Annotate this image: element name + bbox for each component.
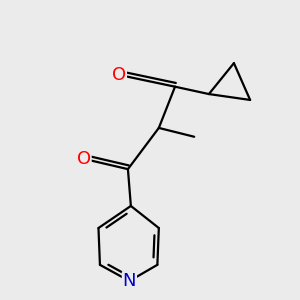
Text: O: O — [77, 150, 91, 168]
Text: O: O — [112, 66, 126, 84]
Text: N: N — [123, 272, 136, 290]
